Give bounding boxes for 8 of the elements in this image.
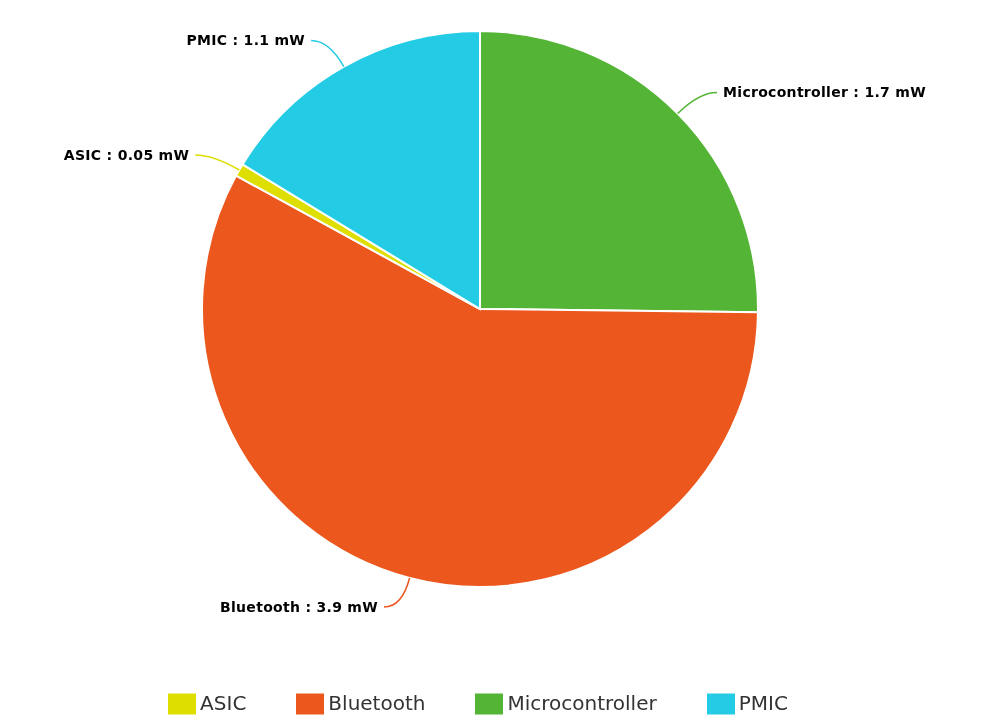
legend-label: Bluetooth: [328, 690, 426, 715]
data-label: Bluetooth : 3.9 mW: [220, 598, 379, 615]
data-label: PMIC : 1.1 mW: [186, 32, 306, 49]
legend-label: ASIC: [200, 690, 247, 715]
legend-label: PMIC: [738, 690, 788, 715]
data-label: ASIC : 0.05 mW: [63, 147, 190, 163]
legend-label: Microcontroller: [507, 690, 657, 715]
data-label: Microcontroller : 1.7 mW: [723, 84, 926, 101]
